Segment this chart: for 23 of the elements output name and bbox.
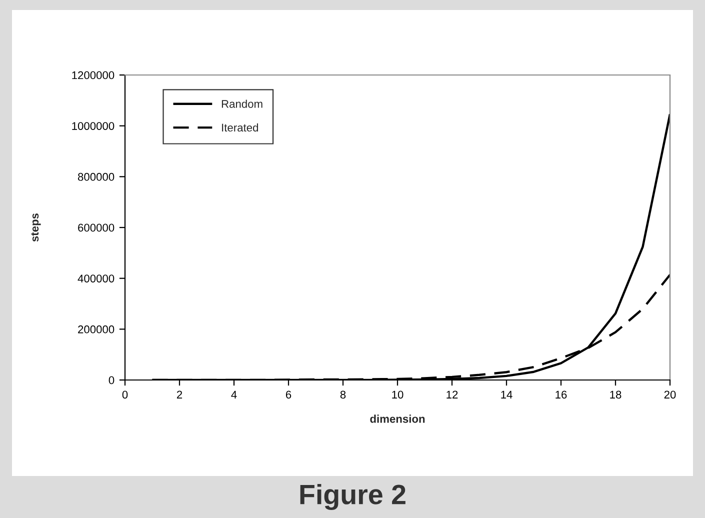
y-tick-label: 200000 xyxy=(78,325,114,334)
caption: Figure 2 xyxy=(300,484,406,510)
x-axis-title: dimension xyxy=(370,414,425,423)
y-axis-title: steps xyxy=(31,213,41,242)
x-tick-label: 20 xyxy=(664,390,676,399)
x-tick-label: 8 xyxy=(340,390,346,399)
y-tick-label: 400000 xyxy=(78,274,114,282)
x-tick-label: 4 xyxy=(231,390,237,398)
x-tick-label: 2 xyxy=(176,390,182,398)
x-tick-label: 0 xyxy=(122,390,128,399)
y-tick-label: 600000 xyxy=(78,224,114,232)
x-tick-label: 6 xyxy=(286,390,292,399)
legend-label: Random xyxy=(222,100,262,108)
x-tick-label: 14 xyxy=(501,390,512,398)
y-tick-label: 800000 xyxy=(78,172,114,181)
x-tick-label: 16 xyxy=(556,390,567,399)
x-tick-label: 12 xyxy=(446,390,458,398)
y-tick-label: 1200000 xyxy=(72,71,114,80)
x-tick-label: 18 xyxy=(610,390,622,399)
x-tick-label: 10 xyxy=(392,390,404,399)
y-tick-label: 0 xyxy=(108,376,114,384)
y-tick-label: 1000000 xyxy=(72,122,114,130)
legend-label: Iterated xyxy=(222,123,258,132)
